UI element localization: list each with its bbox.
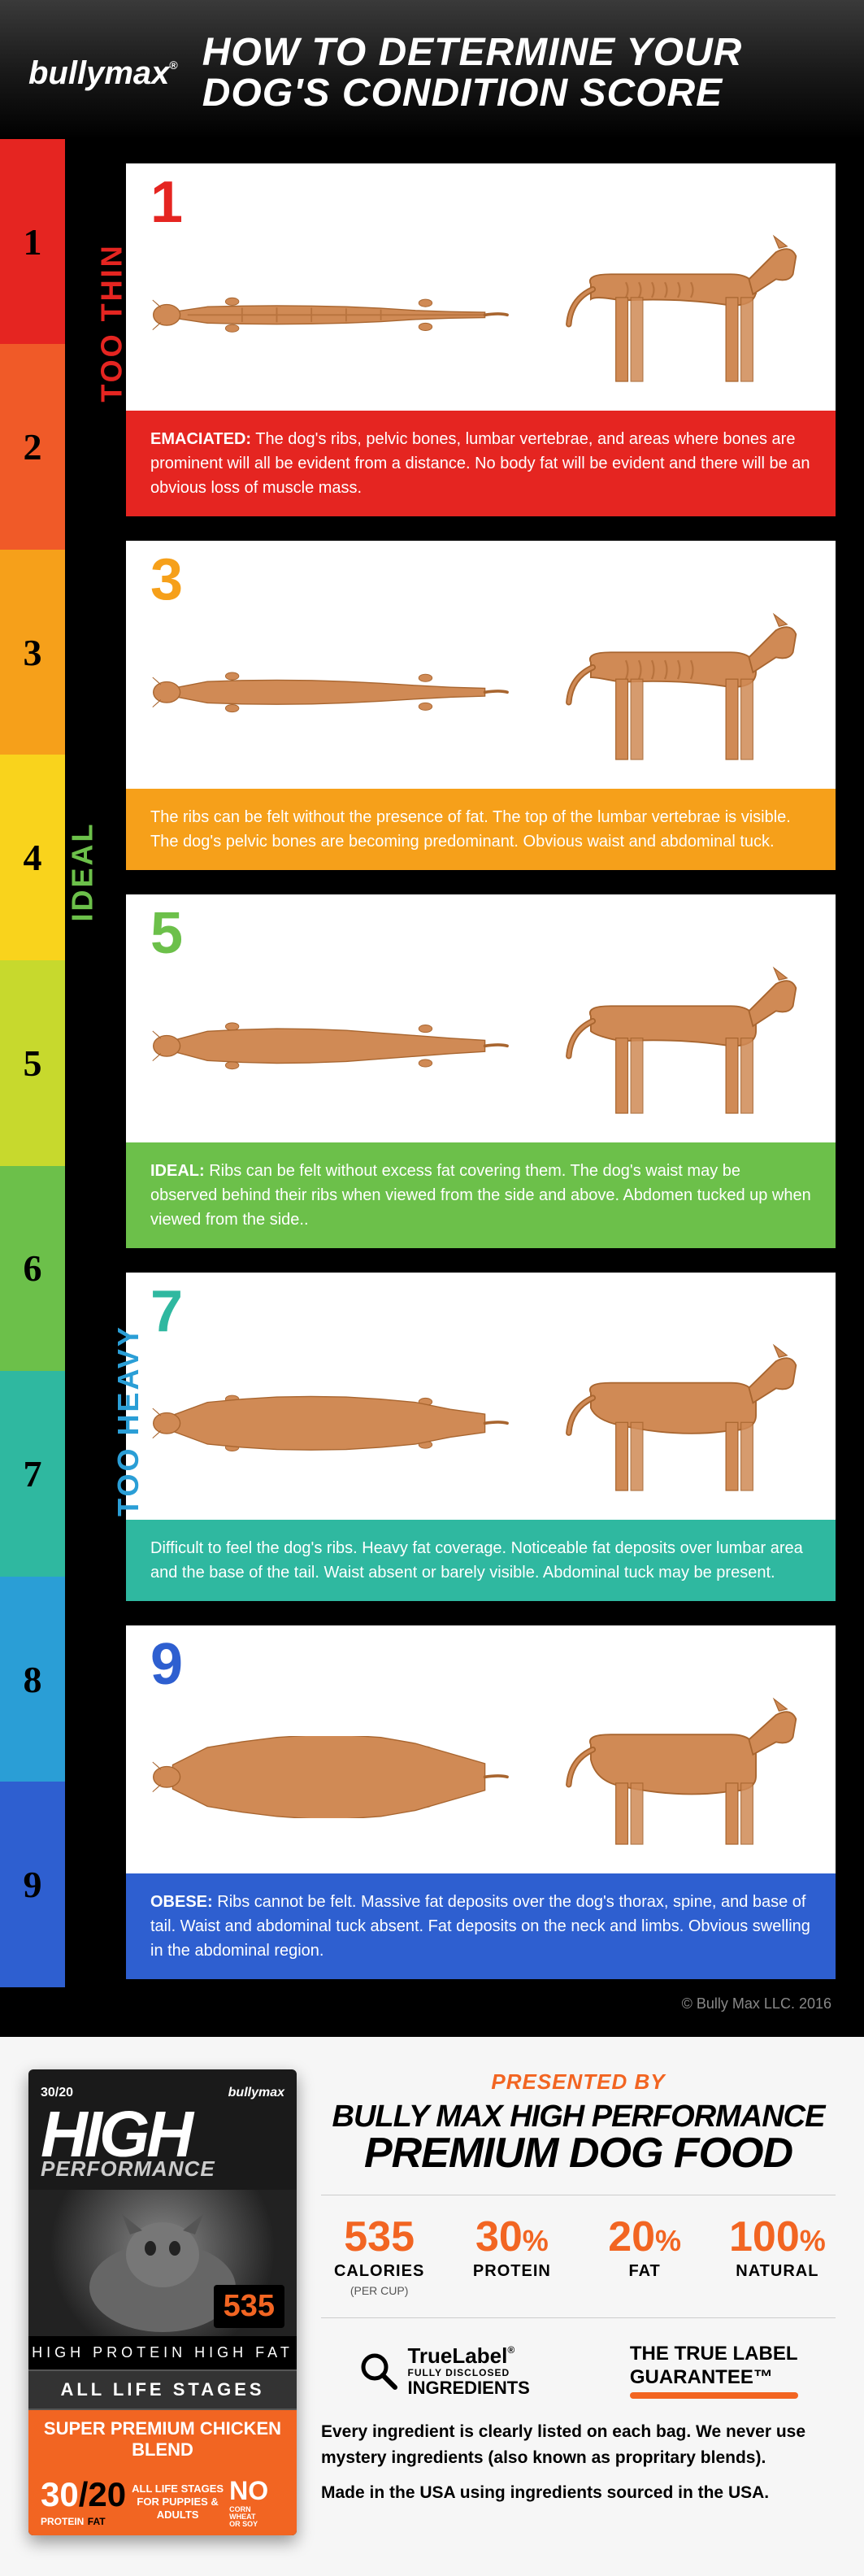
- dog-illustrations: [150, 234, 811, 398]
- vertical-label: TOO THIN: [95, 243, 129, 402]
- page-title: HOW TO DETERMINE YOUR DOG'S CONDITION SC…: [202, 33, 743, 115]
- dog-side-view: [531, 966, 811, 1130]
- card-description: EMACIATED: The dog's ribs, pelvic bones,…: [126, 411, 836, 516]
- bag-stages-small: ALL LIFE STAGES FOR PUPPIES & ADULTS: [126, 2482, 229, 2521]
- promo-section: 30/20 bullymax HIGH PERFORMANCE 535 HIGH…: [0, 2037, 864, 2576]
- dog-side-view: [531, 612, 811, 777]
- bag-bottom-row: 30/20 PROTEIN FAT ALL LIFE STAGES FOR PU…: [28, 2469, 297, 2535]
- promo-content: PRESENTED BY BULLY MAX HIGH PERFORMANCE …: [321, 2069, 836, 2535]
- dog-top-view: [150, 651, 514, 738]
- divider: [321, 2317, 836, 2318]
- registered-mark: ®: [169, 59, 177, 72]
- bag-high-text: HIGH: [41, 2108, 284, 2160]
- desc-paragraph-1: Every ingredient is clearly listed on ea…: [321, 2419, 836, 2470]
- condition-card-5: 5 IDEAL: Ribs can be felt without excess…: [126, 894, 836, 1248]
- dog-side-view: [531, 234, 811, 398]
- desc-paragraph-2: Made in the USA using ingredients source…: [321, 2480, 836, 2506]
- brand-logo: bullymax®: [28, 55, 178, 92]
- badges-row: TrueLabel® FULLY DISCLOSED INGREDIENTS T…: [321, 2343, 836, 2400]
- condition-card-1: 1 EMACIATED: The dog's ribs, pelvic bone…: [126, 163, 836, 517]
- stat-fat: 20% FAT: [587, 2216, 703, 2297]
- bag-calories-badge: 535: [214, 2285, 284, 2328]
- scale-column: 123456789: [0, 139, 65, 1987]
- condition-card-7: 7 Difficult to feel the dog's ribs. Heav…: [126, 1273, 836, 1602]
- card-description: IDEAL: Ribs can be felt without excess f…: [126, 1142, 836, 1248]
- title-line-1: HOW TO DETERMINE YOUR: [202, 33, 743, 73]
- guarantee-line-1: THE TRUE LABEL: [630, 2343, 798, 2366]
- dog-top-view: [150, 1005, 514, 1091]
- scale-number-1: 1: [0, 139, 65, 345]
- bag-performance-text: PERFORMANCE: [41, 2156, 284, 2182]
- card-description: The ribs can be felt without the presenc…: [126, 789, 836, 870]
- card-description: Difficult to feel the dog's ribs. Heavy …: [126, 1520, 836, 1601]
- card-number: 1: [150, 180, 811, 227]
- scale-number-7: 7: [0, 1371, 65, 1577]
- product-bag: 30/20 bullymax HIGH PERFORMANCE 535 HIGH…: [28, 2069, 297, 2535]
- title-line-2: DOG'S CONDITION SCORE: [202, 73, 743, 114]
- vertical-labels-column: TOO THINIDEALTOO HEAVY: [65, 139, 114, 1987]
- presented-by: PRESENTED BY: [321, 2069, 836, 2095]
- stats-row: 535 CALORIES (PER CUP)30% PROTEIN 20% FA…: [321, 2216, 836, 2297]
- magnifier-icon: [358, 2351, 399, 2391]
- bag-no-fillers: NOCORNWHEATOR SOY: [229, 2476, 284, 2528]
- scale-number-8: 8: [0, 1577, 65, 1782]
- dog-illustrations: [150, 612, 811, 777]
- truelabel-title: TrueLabel: [407, 2343, 507, 2368]
- scale-number-6: 6: [0, 1166, 65, 1372]
- scale-number-3: 3: [0, 550, 65, 755]
- scale-number-5: 5: [0, 960, 65, 1166]
- truelabel-badge: TrueLabel® FULLY DISCLOSED INGREDIENTS: [358, 2345, 529, 2397]
- copyright: © Bully Max LLC. 2016: [0, 1987, 864, 2037]
- card-description: OBESE: Ribs cannot be felt. Massive fat …: [126, 1873, 836, 1979]
- dog-top-view: [150, 1736, 514, 1822]
- brand-text: bullymax: [28, 55, 169, 91]
- guarantee-line-2: GUARANTEE™: [630, 2366, 798, 2390]
- dog-top-view: [150, 274, 514, 360]
- vertical-label: TOO HEAVY: [111, 1325, 145, 1516]
- scale-number-2: 2: [0, 344, 65, 550]
- scale-number-9: 9: [0, 1782, 65, 1987]
- card-number: 5: [150, 911, 811, 958]
- promo-title-line-1: BULLY MAX HIGH PERFORMANCE: [321, 2101, 836, 2132]
- dog-illustrations: [150, 966, 811, 1130]
- bag-dog-image: 535: [28, 2190, 297, 2336]
- dog-top-view: [150, 1382, 514, 1469]
- dog-side-view: [531, 1343, 811, 1508]
- condition-chart: 123456789 TOO THINIDEALTOO HEAVY 1 EMACI…: [0, 139, 864, 1987]
- promo-title-line-2: PREMIUM DOG FOOD: [321, 2132, 836, 2174]
- scale-number-4: 4: [0, 755, 65, 960]
- condition-card-9: 9 OBESE: Ribs cannot be felt. Massive fa…: [126, 1625, 836, 1979]
- vertical-label: IDEAL: [66, 821, 100, 921]
- stat-natural: 100% NATURAL: [719, 2216, 836, 2297]
- dog-side-view: [531, 1697, 811, 1861]
- bag-hphf: HIGH PROTEIN HIGH FAT: [28, 2336, 297, 2369]
- dog-illustrations: [150, 1343, 811, 1508]
- stat-protein: 30% PROTEIN: [454, 2216, 570, 2297]
- bag-life-stages: ALL LIFE STAGES: [28, 2369, 297, 2410]
- truelabel-ingredients: INGREDIENTS: [407, 2378, 529, 2398]
- card-number: 7: [150, 1289, 811, 1336]
- dog-illustrations: [150, 1697, 811, 1861]
- promo-description: Every ingredient is clearly listed on ea…: [321, 2419, 836, 2506]
- promo-title: BULLY MAX HIGH PERFORMANCE PREMIUM DOG F…: [321, 2101, 836, 2174]
- truelabel-sub: FULLY DISCLOSED: [407, 2367, 510, 2378]
- stat-calories: 535 CALORIES (PER CUP): [321, 2216, 437, 2297]
- card-number: 9: [150, 1642, 811, 1689]
- bag-brand: bullymax: [228, 2086, 284, 2100]
- header: bullymax® HOW TO DETERMINE YOUR DOG'S CO…: [0, 0, 864, 139]
- bag-blend: SUPER PREMIUM CHICKEN BLEND: [28, 2410, 297, 2469]
- guarantee-badge: THE TRUE LABEL GUARANTEE™: [630, 2343, 798, 2400]
- bag-protein-fat: 30/20 PROTEIN FAT: [41, 2475, 126, 2529]
- cards-column: 1 EMACIATED: The dog's ribs, pelvic bone…: [114, 139, 864, 1987]
- card-number: 3: [150, 557, 811, 604]
- condition-card-3: 3 The ribs can be felt without the prese…: [126, 541, 836, 870]
